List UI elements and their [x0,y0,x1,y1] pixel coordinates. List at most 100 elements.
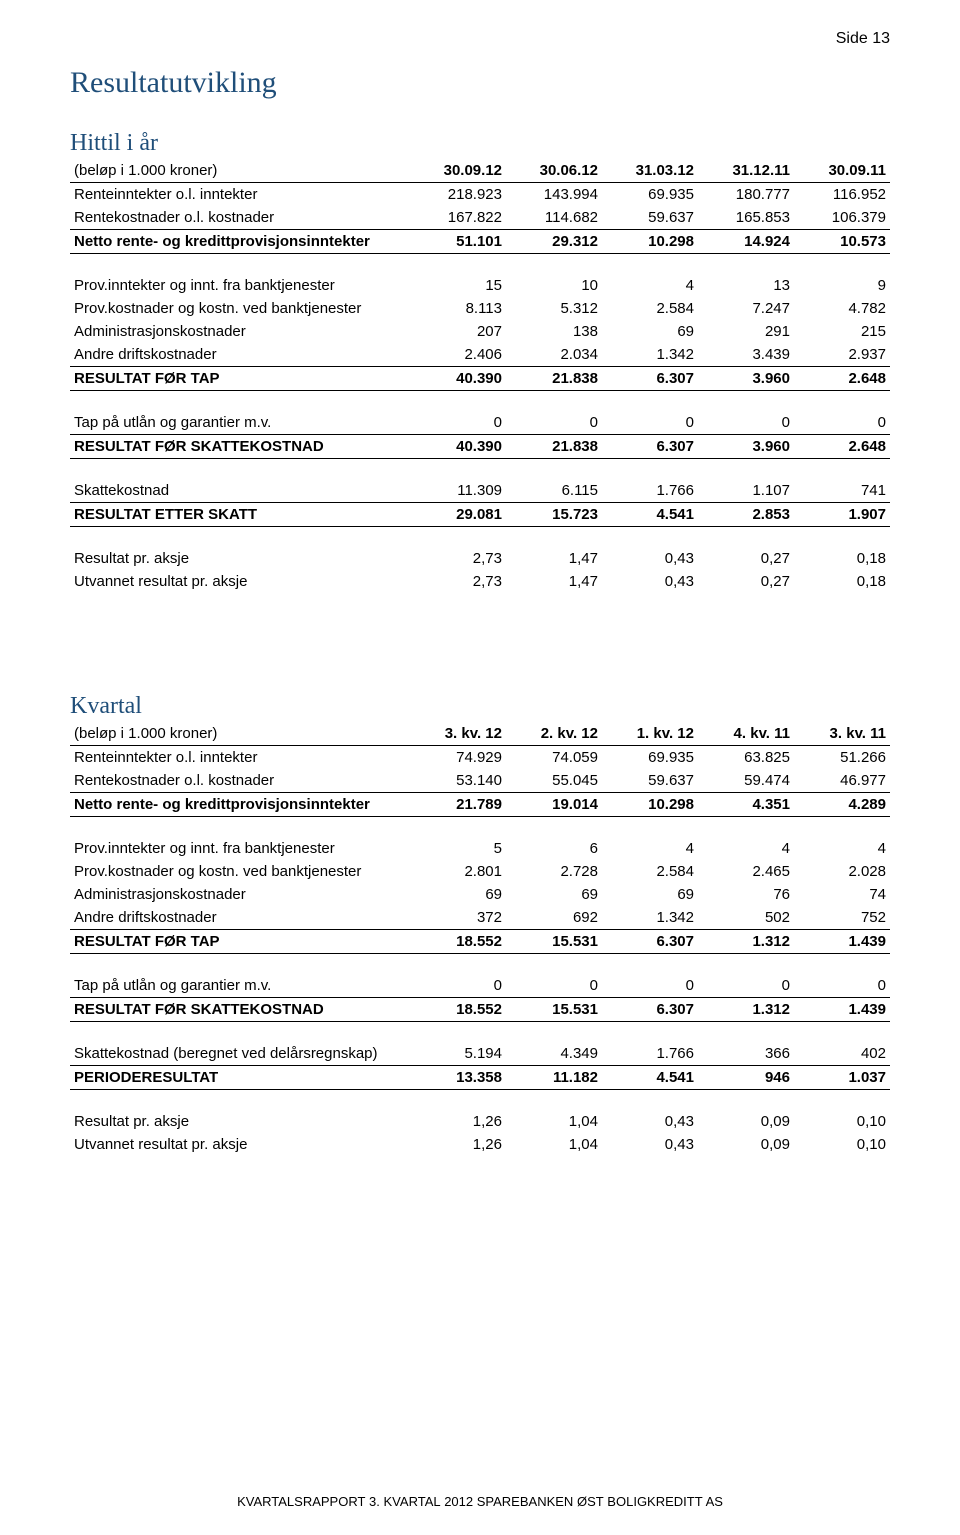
cell-value: 3.960 [698,367,794,391]
cell-value: 69.935 [602,746,698,770]
cell-value: 1,04 [506,1110,602,1133]
cell-value: 291 [698,320,794,343]
cell-value: 0 [698,974,794,998]
cell-value: 19.014 [506,793,602,817]
cell-value: 2.853 [698,503,794,527]
cell-value: 0 [602,411,698,435]
cell-value: 6.115 [506,479,602,503]
cell-value: 4 [794,837,890,860]
section-title: Resultatutvikling [70,66,890,100]
cell-value: 106.379 [794,206,890,230]
cell-value: 752 [794,906,890,930]
cell-value: 29.312 [506,230,602,254]
cell-value: 0,18 [794,570,890,593]
cell-value: 4 [602,837,698,860]
cell-value: 74.059 [506,746,602,770]
table-row: Netto rente- og kredittprovisjonsinntekt… [70,230,890,254]
cell-value: 2,73 [410,547,506,570]
cell-value: 2.465 [698,860,794,883]
cell-value: 138 [506,320,602,343]
cell-value: 165.853 [698,206,794,230]
cell-value: 1,26 [410,1110,506,1133]
cell-value: 10.298 [602,793,698,817]
cell-value: 5 [410,837,506,860]
cell-value: 69 [410,883,506,906]
cell-value: 1.107 [698,479,794,503]
row-label: RESULTAT FØR SKATTEKOSTNAD [70,998,410,1022]
table-row: Rentekostnader o.l. kostnader167.822114.… [70,206,890,230]
cell-value: 7.247 [698,297,794,320]
cell-value: 4.541 [602,503,698,527]
cell-value: 40.390 [410,367,506,391]
cell-value: 946 [698,1066,794,1090]
row-label: Rentekostnader o.l. kostnader [70,769,410,793]
cell-value: 0,43 [602,570,698,593]
column-header: 30.06.12 [506,159,602,183]
cell-value: 0,27 [698,570,794,593]
cell-value: 1.312 [698,930,794,954]
cell-value: 1.312 [698,998,794,1022]
cell-value: 6 [506,837,602,860]
cell-value: 4.289 [794,793,890,817]
cell-value: 0 [794,411,890,435]
row-label: Andre driftskostnader [70,343,410,367]
cell-value: 11.182 [506,1066,602,1090]
cell-value: 4.541 [602,1066,698,1090]
row-label: RESULTAT FØR SKATTEKOSTNAD [70,435,410,459]
table-row: Resultat pr. aksje2,731,470,430,270,18 [70,547,890,570]
cell-value: 9 [794,274,890,297]
cell-value: 21.838 [506,435,602,459]
page-number: Side 13 [70,30,890,48]
column-header: 3. kv. 12 [410,722,506,746]
row-label: PERIODERESULTAT [70,1066,410,1090]
cell-value: 76 [698,883,794,906]
cell-value: 0,10 [794,1133,890,1156]
table-row: Netto rente- og kredittprovisjonsinntekt… [70,793,890,817]
unit-label: (beløp i 1.000 kroner) [70,722,410,746]
cell-value: 46.977 [794,769,890,793]
cell-value: 218.923 [410,183,506,207]
cell-value: 10.573 [794,230,890,254]
cell-value: 14.924 [698,230,794,254]
cell-value: 1.439 [794,930,890,954]
column-header: 2. kv. 12 [506,722,602,746]
cell-value: 0,09 [698,1133,794,1156]
cell-value: 0,43 [602,1133,698,1156]
cell-value: 2.584 [602,297,698,320]
cell-value: 1,26 [410,1133,506,1156]
cell-value: 63.825 [698,746,794,770]
cell-value: 10 [506,274,602,297]
cell-value: 13.358 [410,1066,506,1090]
table-row: Prov.inntekter og innt. fra banktjeneste… [70,274,890,297]
table-row: RESULTAT FØR SKATTEKOSTNAD18.55215.5316.… [70,998,890,1022]
cell-value: 5.312 [506,297,602,320]
cell-value: 2.584 [602,860,698,883]
row-label: Resultat pr. aksje [70,1110,410,1133]
cell-value: 4.349 [506,1042,602,1066]
row-label: RESULTAT FØR TAP [70,930,410,954]
cell-value: 2.801 [410,860,506,883]
row-label: Andre driftskostnader [70,906,410,930]
cell-value: 69 [602,883,698,906]
cell-value: 372 [410,906,506,930]
cell-value: 51.266 [794,746,890,770]
table-qtr: (beløp i 1.000 kroner)3. kv. 122. kv. 12… [70,722,890,1156]
cell-value: 69 [506,883,602,906]
unit-label: (beløp i 1.000 kroner) [70,159,410,183]
cell-value: 59.474 [698,769,794,793]
table-row: Prov.inntekter og innt. fra banktjeneste… [70,837,890,860]
cell-value: 0,18 [794,547,890,570]
cell-value: 1.907 [794,503,890,527]
cell-value: 59.637 [602,206,698,230]
cell-value: 2.937 [794,343,890,367]
table-row: Resultat pr. aksje1,261,040,430,090,10 [70,1110,890,1133]
column-header: 1. kv. 12 [602,722,698,746]
row-label: Rentekostnader o.l. kostnader [70,206,410,230]
table-row: Tap på utlån og garantier m.v.00000 [70,411,890,435]
row-label: Netto rente- og kredittprovisjonsinntekt… [70,230,410,254]
row-label: Renteinntekter o.l. inntekter [70,746,410,770]
cell-value: 692 [506,906,602,930]
cell-value: 59.637 [602,769,698,793]
row-label: Administrasjonskostnader [70,320,410,343]
cell-value: 0 [602,974,698,998]
